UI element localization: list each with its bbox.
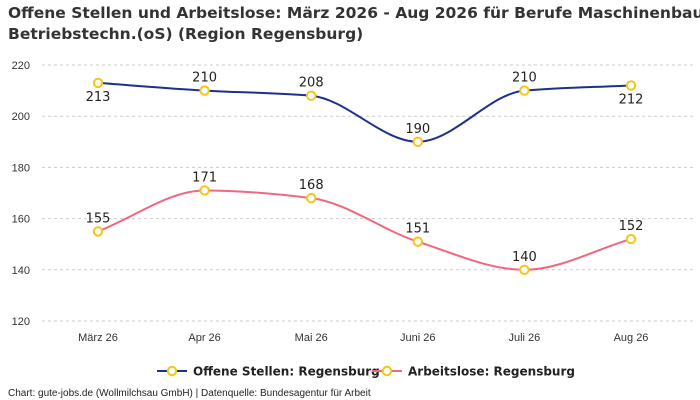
data-label: 212 — [619, 92, 644, 107]
data-point[interactable] — [519, 264, 530, 275]
data-point[interactable] — [412, 136, 423, 148]
y-axis-ticks: 120 140 160 180 200 220 — [12, 60, 30, 328]
x-tick-label: Mai 26 — [295, 332, 328, 344]
legend-label: Offene Stellen: Regensburg — [193, 365, 380, 379]
data-label: 171 — [192, 170, 217, 185]
y-tick-label: 200 — [12, 111, 30, 123]
legend-label: Arbeitslose: Regensburg — [408, 365, 575, 379]
data-label: 151 — [405, 222, 430, 237]
y-tick-label: 180 — [12, 162, 30, 174]
legend-item[interactable]: Arbeitslose: Regensburg — [372, 365, 575, 379]
series-lines — [97, 81, 632, 271]
legend[interactable]: Offene Stellen: Regensburg Arbeitslose: R… — [157, 365, 575, 379]
data-labels: 213 210 208 190 210 212 155 171 168 151 140 152 — [86, 71, 644, 265]
x-tick-label: Aug 26 — [614, 332, 649, 344]
y-tick-label: 140 — [12, 265, 30, 277]
y-tick-label: 120 — [12, 316, 30, 328]
legend-marker — [381, 365, 393, 377]
data-label: 140 — [512, 250, 537, 265]
y-tick-label: 220 — [12, 60, 30, 72]
series-line — [97, 189, 632, 271]
x-tick-label: März 26 — [78, 332, 118, 344]
data-point[interactable] — [306, 90, 317, 101]
data-label: 152 — [619, 219, 644, 234]
data-point[interactable] — [412, 236, 423, 247]
data-label: 155 — [86, 211, 111, 226]
data-point[interactable] — [92, 226, 104, 237]
data-label: 190 — [405, 122, 430, 137]
x-axis-ticks: März 26 Apr 26 Mai 26 Juni 26 Juli 26 Aug 26 — [78, 332, 648, 344]
data-point[interactable] — [625, 233, 637, 245]
x-tick-label: Juni 26 — [400, 332, 435, 344]
x-tick-label: Juli 26 — [509, 332, 541, 344]
data-point[interactable] — [519, 85, 530, 96]
chart-title: Offene Stellen und Arbeitslose: März 202… — [8, 4, 700, 43]
legend-marker — [166, 365, 178, 377]
chart-title-line: Offene Stellen und Arbeitslose: März 202… — [8, 4, 700, 22]
data-point[interactable] — [306, 192, 317, 204]
data-label: 213 — [86, 90, 111, 105]
data-label: 208 — [299, 76, 324, 91]
series-line — [97, 81, 632, 143]
data-label: 210 — [512, 71, 537, 86]
chart-title-line: Betriebstechn.(oS) (Region Regensburg) — [8, 25, 363, 43]
data-point[interactable] — [199, 85, 210, 96]
data-markers — [92, 77, 637, 275]
data-label: 210 — [192, 71, 217, 86]
legend-item[interactable]: Offene Stellen: Regensburg — [157, 365, 380, 379]
x-tick-label: Apr 26 — [188, 332, 220, 344]
source-credit: Chart: gute-jobs.de (Wollmilchsau GmbH) … — [8, 388, 371, 399]
data-point[interactable] — [199, 185, 210, 196]
data-point[interactable] — [92, 77, 104, 89]
y-tick-label: 160 — [12, 214, 30, 226]
data-point[interactable] — [625, 80, 637, 91]
gridlines — [42, 64, 694, 322]
data-label: 168 — [299, 178, 324, 193]
